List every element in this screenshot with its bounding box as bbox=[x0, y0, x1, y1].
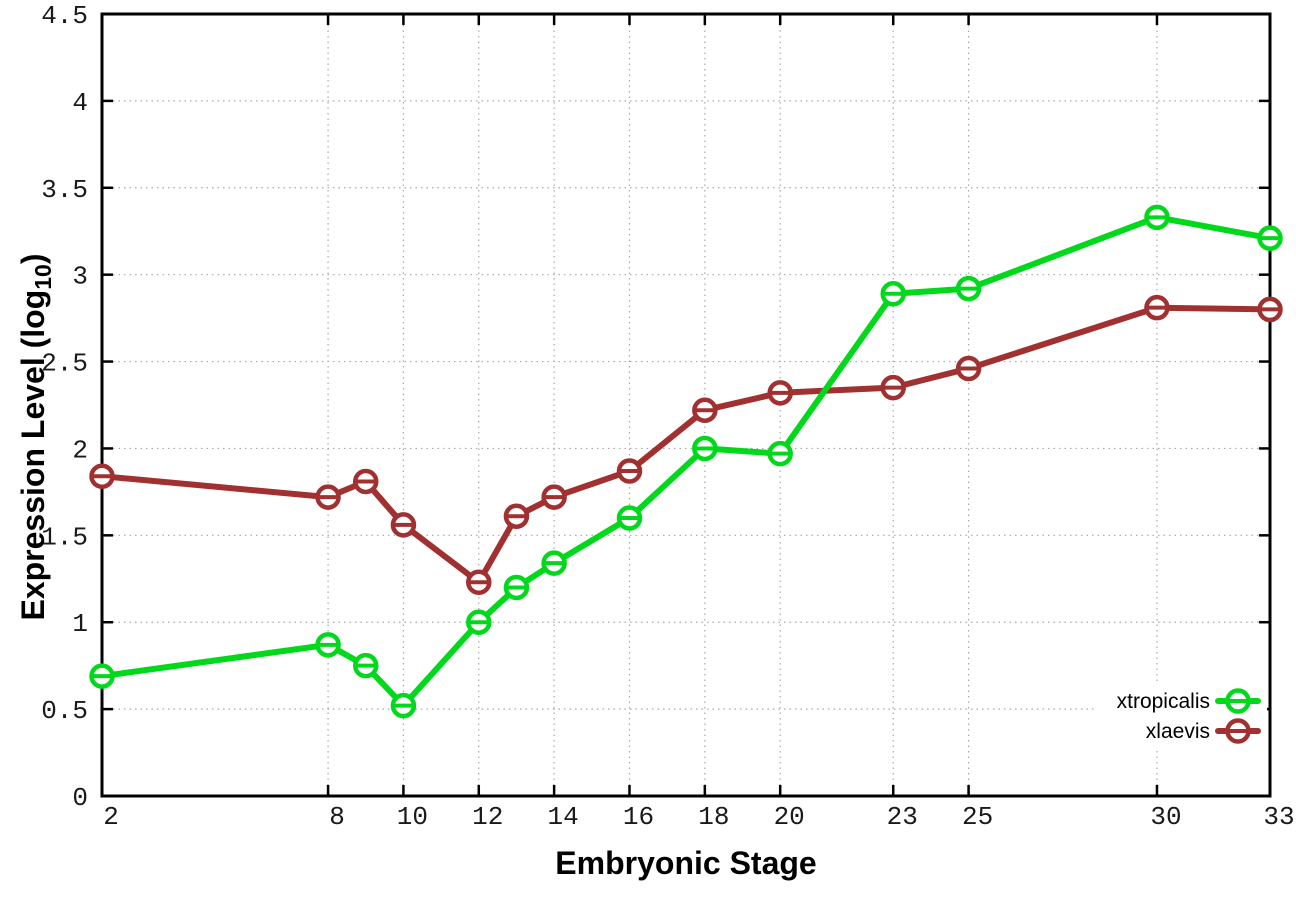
y-tick-label: 0.5 bbox=[41, 696, 88, 726]
legend-label-xlaevis: xlaevis bbox=[1146, 720, 1210, 743]
x-tick-label: 30 bbox=[1150, 802, 1181, 832]
x-axis-title: Embryonic Stage bbox=[555, 845, 816, 881]
y-tick-label: 4.5 bbox=[41, 1, 88, 31]
x-tick-label: 20 bbox=[774, 802, 805, 832]
x-tick-label: 16 bbox=[623, 802, 654, 832]
x-tick-label: 33 bbox=[1263, 802, 1294, 832]
series-xlaevis bbox=[89, 294, 1283, 596]
y-tick-label: 1 bbox=[72, 609, 88, 639]
y-tick-label: 3 bbox=[72, 262, 88, 292]
y-tick-label: 0 bbox=[72, 783, 88, 813]
y-tick-label: 2.5 bbox=[41, 349, 88, 379]
series-xtropicalis bbox=[89, 204, 1283, 719]
legend-label-xtropicalis: xtropicalis bbox=[1117, 690, 1210, 713]
data-series-layer bbox=[89, 204, 1283, 719]
y-tick-label: 2 bbox=[72, 435, 88, 465]
y-tick-label: 4 bbox=[72, 88, 88, 118]
x-tick-label: 25 bbox=[962, 802, 993, 832]
x-tick-label: 23 bbox=[887, 802, 918, 832]
gridlines bbox=[102, 14, 1270, 796]
x-tick-label: 14 bbox=[548, 802, 579, 832]
y-tick-label: 1.5 bbox=[41, 522, 88, 552]
x-tick-label: 12 bbox=[472, 802, 503, 832]
legend: xtropicalis xlaevis bbox=[1095, 684, 1267, 748]
plot-border bbox=[100, 12, 1272, 798]
x-tick-label: 10 bbox=[397, 802, 428, 832]
x-tick-label: 2 bbox=[103, 802, 119, 832]
x-tick-label: 8 bbox=[329, 802, 345, 832]
legend-marker-xtropicalis bbox=[1215, 688, 1261, 714]
x-tick-label: 18 bbox=[698, 802, 729, 832]
legend-marker-xlaevis bbox=[1215, 718, 1261, 744]
y-tick-label: 3.5 bbox=[41, 175, 88, 205]
y-axis-title: Expression Level (log10) bbox=[15, 253, 56, 620]
tick-labels: 0 0.5 1 1.5 2 2.5 3 3.5 4 4.5 2 8 10 12 14 16 18 20 23 25 30… bbox=[41, 1, 1294, 832]
